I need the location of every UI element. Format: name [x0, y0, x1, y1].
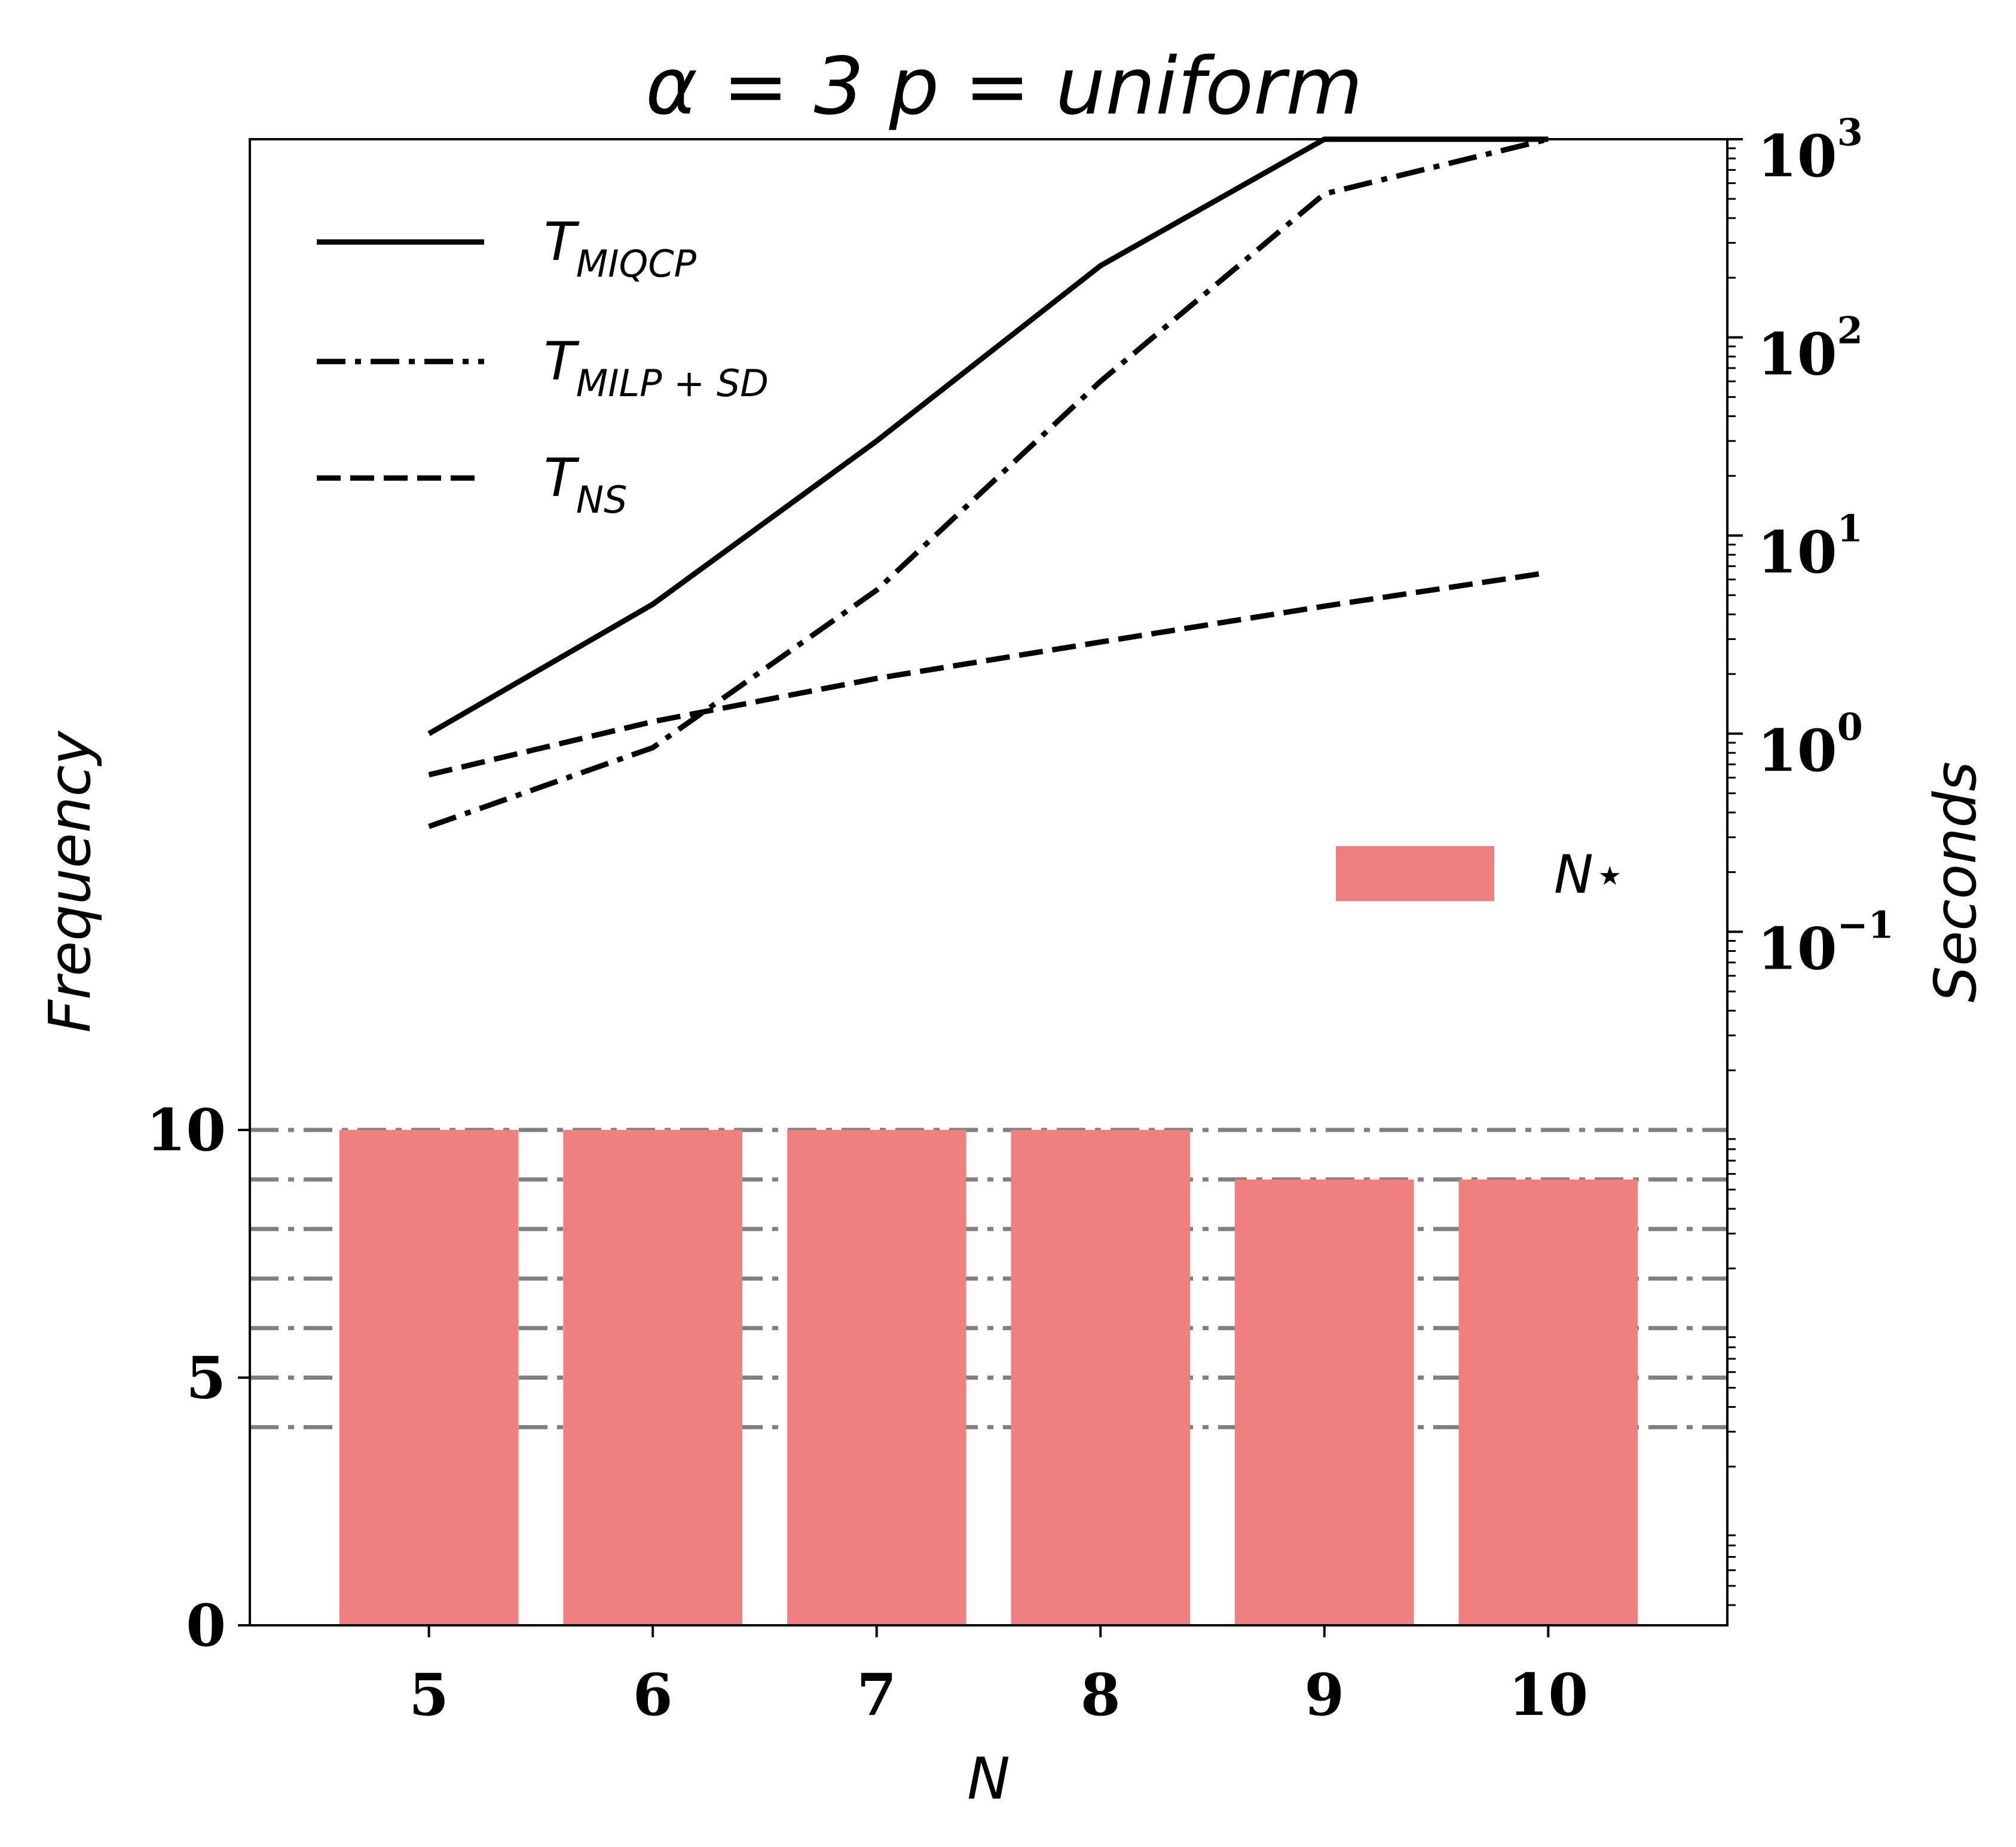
x-axis: 5 6 7 8 9 10 — [409, 1625, 1588, 1729]
legend-bars: N⋆ — [1336, 844, 1626, 905]
x-tick-label: 6 — [633, 1661, 673, 1729]
y-tick-label-right: 103 — [1757, 111, 1863, 190]
y-axis-left: 0 5 10 — [146, 1096, 250, 1659]
y-axis-label-left: Frequency — [36, 730, 103, 1033]
x-tick-label: 9 — [1304, 1661, 1344, 1729]
bar — [1458, 1179, 1638, 1625]
legend-label: TMILP + SD — [544, 330, 769, 405]
legend-swatch — [1336, 846, 1494, 901]
y-axis-right: 10−1 100 101 102 103 — [1727, 111, 1894, 1606]
x-tick-label: 5 — [409, 1661, 449, 1729]
x-tick-label: 10 — [1509, 1661, 1589, 1729]
series-line — [428, 136, 1549, 829]
x-axis-label: N — [967, 1745, 1010, 1812]
y-tick-label-right: 10−1 — [1757, 903, 1894, 982]
legend-label: TMIQCP — [544, 211, 697, 286]
series-line — [428, 569, 1549, 778]
bar — [563, 1130, 742, 1625]
x-tick-label: 8 — [1081, 1661, 1121, 1729]
y-tick-label-right: 100 — [1757, 705, 1863, 785]
y-tick-label-left: 0 — [186, 1592, 226, 1659]
bar — [787, 1130, 966, 1625]
legend-label: N⋆ — [1554, 844, 1626, 905]
legend-label: TNS — [544, 447, 628, 522]
bar — [1235, 1179, 1414, 1625]
chart-title: α = 3 p = uniform — [646, 41, 1363, 133]
y-tick-label-left: 5 — [186, 1344, 226, 1412]
y-axis-label-right: Seconds — [1922, 761, 1989, 1002]
y-tick-label-right: 102 — [1757, 309, 1863, 388]
bar — [339, 1130, 519, 1625]
series-line — [427, 136, 1549, 736]
x-tick-label: 7 — [856, 1661, 897, 1729]
bar — [1011, 1130, 1191, 1625]
y-tick-label-right: 101 — [1757, 507, 1863, 586]
reference-lines — [250, 1128, 1727, 1429]
y-tick-label-left: 10 — [146, 1096, 226, 1164]
legend-lines: TMIQCP TMILP + SD TNS — [317, 211, 769, 522]
bars — [339, 1130, 1638, 1625]
plot-frame — [249, 138, 1729, 1627]
